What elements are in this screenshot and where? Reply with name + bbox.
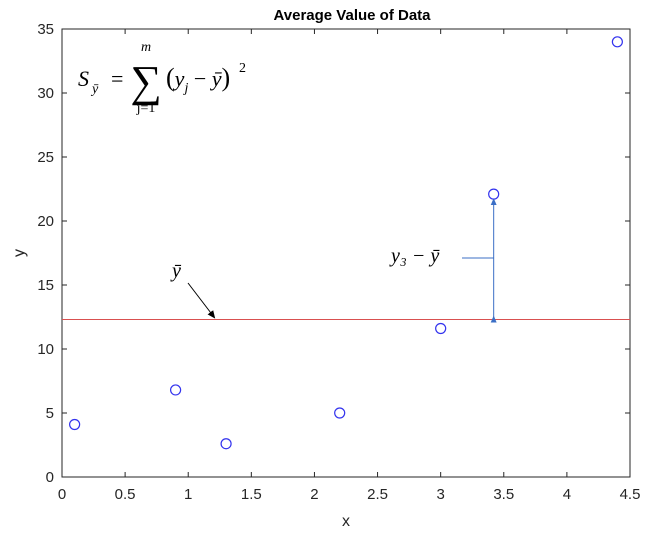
x-tick-label: 3.5: [493, 486, 514, 503]
data-point: [435, 322, 447, 335]
data-points: [69, 36, 623, 450]
data-point: [611, 36, 623, 48]
ybar-arrow: [187, 282, 216, 319]
y-tick-label: 20: [37, 213, 54, 230]
y-tick-label: 25: [37, 149, 54, 166]
y-axis-ticks: 0 5 10 15 20 25 30 35: [37, 21, 630, 486]
x-tick-label: 4: [563, 486, 571, 503]
residual-label: y₃ − ȳ: [389, 245, 440, 267]
y-tick-label: 5: [46, 405, 54, 422]
x-tick-label: 1: [184, 486, 192, 503]
y-tick-label: 30: [37, 85, 54, 102]
formula-sum-top: m: [141, 40, 151, 55]
y-axis-label: y: [11, 249, 28, 257]
data-point: [170, 384, 182, 396]
x-axis-ticks: 0 0.5 1 1.5 2 2.5 3 3.5 4 4.5: [58, 29, 641, 503]
formula-equals: =: [111, 66, 123, 91]
chart-title: Average Value of Data: [273, 7, 431, 24]
y-tick-label: 10: [37, 341, 54, 358]
y-tick-label: 35: [37, 21, 54, 38]
y-tick-label: 0: [46, 469, 54, 486]
x-axis-label: x: [342, 513, 350, 530]
plot-area: [61, 28, 631, 478]
data-point: [334, 407, 346, 419]
x-tick-label: 2: [310, 486, 318, 503]
y-tick-label: 15: [37, 277, 54, 294]
formula-exponent: 2: [239, 61, 246, 76]
x-tick-label: 0: [58, 486, 66, 503]
ybar-label: ȳ: [170, 260, 182, 282]
x-tick-label: 2.5: [367, 486, 388, 503]
x-tick-label: 0.5: [115, 486, 136, 503]
formula-body: (yj − ȳ): [166, 63, 230, 96]
formula-annotation: S ȳ = m ∑ j=1 (yj − ȳ) 2: [78, 40, 246, 116]
formula-sum-bottom: j=1: [136, 101, 156, 116]
x-tick-label: 4.5: [620, 486, 641, 503]
formula-s-subscript: ȳ: [90, 82, 99, 97]
data-point: [220, 438, 232, 450]
data-point: [69, 418, 81, 431]
formula-s-symbol: S: [78, 66, 89, 91]
x-tick-label: 1.5: [241, 486, 262, 503]
x-tick-label: 3: [436, 486, 444, 503]
formula-sigma: ∑: [130, 57, 161, 106]
